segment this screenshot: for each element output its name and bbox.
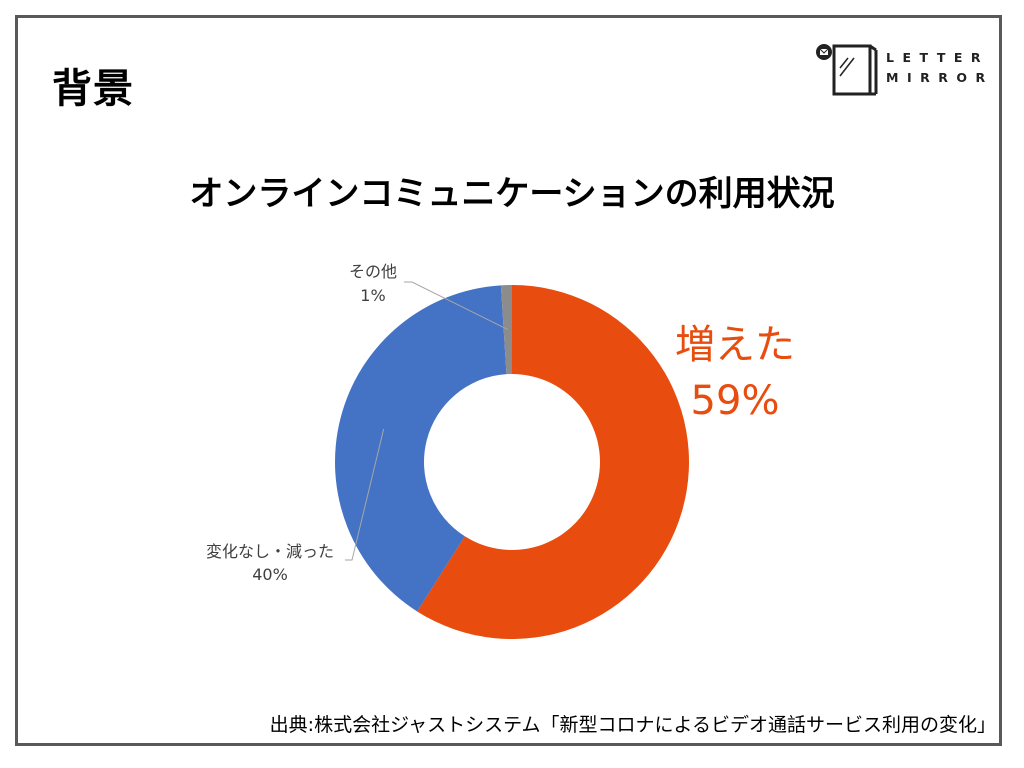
slice-increased [417,285,690,639]
source-citation: 出典:株式会社ジャストシステム「新型コロナによるビデオ通話サービス利用の変化」 [269,714,996,736]
label-increased: 増えた [675,322,795,368]
slice-unchanged [335,285,507,612]
slide-frame [15,15,1002,746]
value-label-other: 1% [360,286,385,305]
label-unchanged: 変化なし・減った [206,542,334,561]
label-other: その他 [349,262,397,281]
slice-other [500,285,512,375]
leader-line-unchanged [345,428,385,561]
logo-text-mirror: MIRROR [886,70,994,85]
value-label-unchanged: 40% [252,565,288,584]
mirror-icon [816,44,878,96]
chart-title: オンラインコミュニケーションの利用状況 [189,174,835,214]
value-label-increased: 59% [691,378,780,424]
logo-text-letter: LETTER [886,50,990,65]
letter-mirror-logo: LETTER MIRROR [814,42,985,98]
section-title: 背景 [52,66,134,112]
leader-line-other [404,281,509,331]
